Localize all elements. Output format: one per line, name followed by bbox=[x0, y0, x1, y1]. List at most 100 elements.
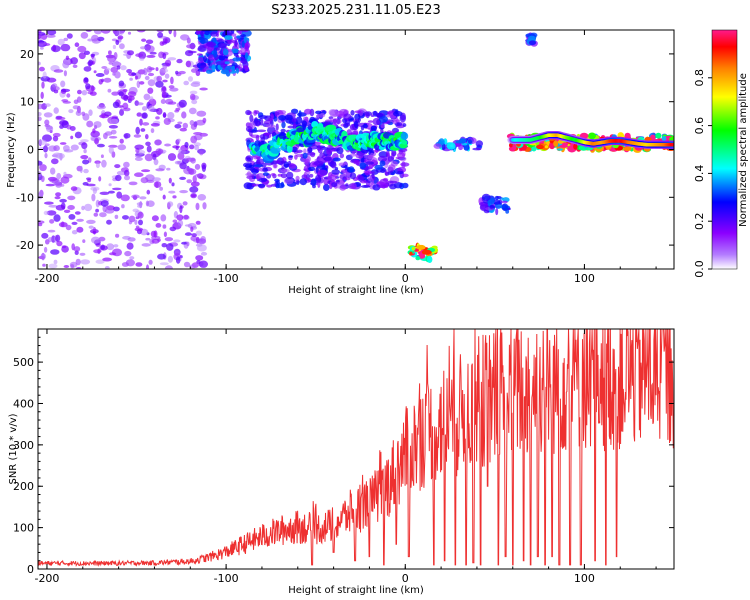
heatmap-cell bbox=[109, 252, 117, 256]
heatmap-cell bbox=[159, 186, 164, 191]
heatmap-cell bbox=[52, 135, 59, 142]
heatmap-cell bbox=[393, 110, 403, 117]
heatmap-cell bbox=[115, 174, 122, 182]
heatmap-cell bbox=[438, 138, 445, 146]
heatmap-cell bbox=[188, 168, 195, 175]
heatmap-cell bbox=[329, 109, 339, 118]
heatmap-cell bbox=[40, 91, 44, 99]
snr-y-tick-label: 0 bbox=[27, 563, 34, 576]
heatmap-cell bbox=[63, 265, 70, 268]
heatmap-cell bbox=[155, 168, 165, 172]
heatmap-cell bbox=[88, 225, 94, 229]
heatmap-cell bbox=[111, 91, 119, 96]
colorbar-tick-label: 0.4 bbox=[693, 165, 706, 183]
heatmap-y-tick-label: 10 bbox=[20, 96, 34, 109]
heatmap-cell bbox=[79, 165, 83, 174]
heatmap-cell bbox=[197, 194, 207, 201]
heatmap-cell bbox=[319, 152, 326, 158]
heatmap-cell bbox=[149, 51, 157, 55]
heatmap-cell bbox=[100, 244, 106, 250]
heatmap-cell bbox=[528, 40, 537, 46]
heatmap-cell bbox=[80, 32, 89, 39]
heatmap-cell bbox=[531, 146, 537, 152]
heatmap-cell bbox=[81, 142, 88, 150]
heatmap-cell bbox=[107, 88, 112, 93]
heatmap-cell bbox=[173, 239, 181, 243]
heatmap-cell bbox=[59, 142, 67, 145]
heatmap-cell bbox=[151, 238, 160, 244]
heatmap-cell bbox=[63, 37, 69, 42]
heatmap-cell bbox=[213, 50, 218, 58]
heatmap-cell bbox=[365, 180, 370, 187]
heatmap-cell bbox=[338, 162, 346, 167]
heatmap-cell bbox=[136, 80, 141, 89]
heatmap-cell bbox=[170, 76, 174, 85]
heatmap-cell bbox=[217, 39, 225, 43]
heatmap-y-tick-label: -20 bbox=[16, 239, 34, 252]
heatmap-cell bbox=[97, 36, 105, 42]
heatmap-cell bbox=[127, 31, 132, 35]
heatmap-y-title: Frequency (Hz) bbox=[6, 112, 17, 188]
heatmap-cell bbox=[108, 190, 115, 194]
heatmap-cell bbox=[189, 90, 198, 95]
heatmap-cell bbox=[99, 191, 110, 195]
heatmap-cell bbox=[159, 70, 164, 76]
heatmap-cell bbox=[286, 145, 293, 153]
heatmap-cell bbox=[295, 116, 303, 124]
heatmap-cell bbox=[75, 110, 82, 116]
heatmap-cell bbox=[396, 122, 403, 127]
heatmap-cell bbox=[44, 103, 51, 107]
heatmap-cell bbox=[98, 176, 102, 182]
heatmap-cell bbox=[655, 132, 662, 139]
heatmap-cell bbox=[323, 156, 332, 161]
heatmap-cell bbox=[249, 176, 253, 181]
heatmap-cell bbox=[146, 264, 149, 269]
heatmap-cell bbox=[168, 190, 176, 194]
heatmap-cell bbox=[472, 147, 482, 151]
heatmap-cell bbox=[164, 237, 174, 242]
heatmap-cell bbox=[218, 42, 227, 49]
heatmap-cell bbox=[191, 233, 197, 237]
heatmap-cell bbox=[176, 138, 181, 142]
heatmap-cell bbox=[141, 243, 151, 247]
colorbar-gradient bbox=[711, 29, 738, 270]
heatmap-cell bbox=[184, 141, 189, 148]
heatmap-cell bbox=[114, 164, 121, 169]
heatmap-cell bbox=[164, 73, 170, 79]
heatmap-cell bbox=[280, 173, 287, 179]
heatmap-cell bbox=[113, 244, 119, 248]
heatmap-cell bbox=[235, 67, 239, 74]
heatmap-cell bbox=[178, 99, 187, 108]
heatmap-cell bbox=[359, 162, 367, 170]
heatmap-cell bbox=[242, 65, 249, 69]
heatmap-cell bbox=[389, 183, 397, 190]
heatmap-cell bbox=[215, 61, 226, 66]
heatmap-cell bbox=[45, 183, 55, 187]
heatmap-cell bbox=[135, 102, 144, 106]
heatmap-cell bbox=[129, 77, 133, 81]
heatmap-cell bbox=[301, 174, 308, 179]
heatmap-cell bbox=[245, 172, 254, 177]
heatmap-cell bbox=[151, 177, 161, 182]
heatmap-cell bbox=[80, 139, 89, 143]
heatmap-cell bbox=[379, 160, 386, 167]
heatmap-cell bbox=[179, 205, 183, 214]
heatmap-cell bbox=[208, 54, 215, 61]
heatmap-cell bbox=[114, 71, 121, 79]
heatmap-cell bbox=[110, 66, 118, 73]
heatmap-cell bbox=[348, 166, 355, 173]
heatmap-cell bbox=[55, 192, 62, 197]
heatmap-cell bbox=[82, 159, 90, 165]
heatmap-cell bbox=[44, 119, 50, 126]
heatmap-cell bbox=[45, 125, 53, 130]
heatmap-cell bbox=[182, 37, 187, 41]
heatmap-cell bbox=[108, 146, 114, 154]
heatmap-cell bbox=[75, 258, 81, 266]
heatmap-cell bbox=[95, 73, 105, 77]
heatmap-cell bbox=[286, 171, 294, 180]
snr-x-tick-label: -100 bbox=[214, 572, 239, 585]
heatmap-cell bbox=[391, 148, 397, 157]
heatmap-cell bbox=[308, 166, 316, 172]
colorbar-tick-label: 0.8 bbox=[693, 69, 706, 87]
heatmap-cell bbox=[38, 139, 47, 146]
